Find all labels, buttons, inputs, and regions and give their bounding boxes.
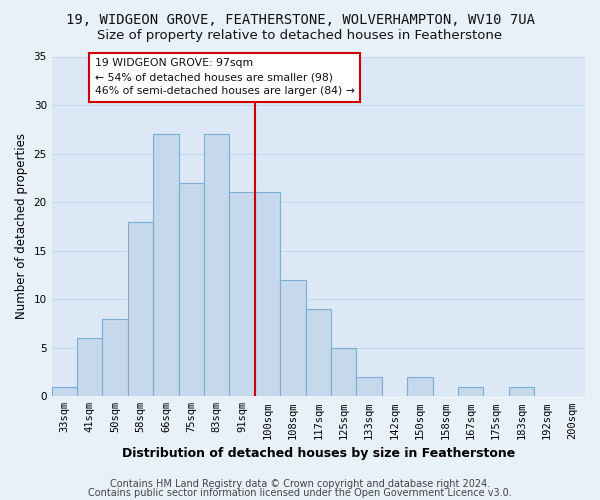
Bar: [331, 348, 356, 397]
Text: 19 WIDGEON GROVE: 97sqm
← 54% of detached houses are smaller (98)
46% of semi-de: 19 WIDGEON GROVE: 97sqm ← 54% of detache…: [95, 58, 355, 96]
Bar: [52, 386, 77, 396]
Text: Size of property relative to detached houses in Featherstone: Size of property relative to detached ho…: [97, 29, 503, 42]
Bar: [280, 280, 305, 396]
X-axis label: Distribution of detached houses by size in Featherstone: Distribution of detached houses by size …: [122, 447, 515, 460]
Bar: [153, 134, 179, 396]
Bar: [128, 222, 153, 396]
Bar: [255, 192, 280, 396]
Y-axis label: Number of detached properties: Number of detached properties: [15, 134, 28, 320]
Text: 19, WIDGEON GROVE, FEATHERSTONE, WOLVERHAMPTON, WV10 7UA: 19, WIDGEON GROVE, FEATHERSTONE, WOLVERH…: [65, 12, 535, 26]
Bar: [179, 182, 204, 396]
Bar: [407, 377, 433, 396]
Bar: [509, 386, 534, 396]
Bar: [305, 309, 331, 396]
Text: Contains HM Land Registry data © Crown copyright and database right 2024.: Contains HM Land Registry data © Crown c…: [110, 479, 490, 489]
Bar: [77, 338, 103, 396]
Text: Contains public sector information licensed under the Open Government Licence v3: Contains public sector information licen…: [88, 488, 512, 498]
Bar: [103, 318, 128, 396]
Bar: [458, 386, 484, 396]
Bar: [229, 192, 255, 396]
Bar: [356, 377, 382, 396]
Bar: [204, 134, 229, 396]
